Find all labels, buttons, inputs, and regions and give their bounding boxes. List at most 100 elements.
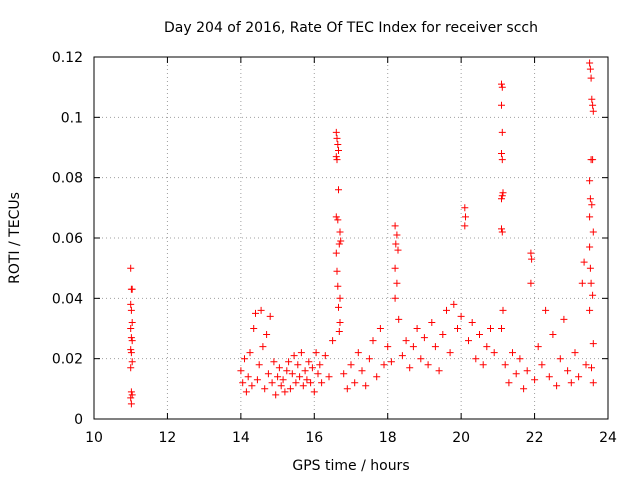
data-point [435,367,443,375]
data-point [308,364,316,372]
data-point [393,231,401,239]
data-point [241,355,248,363]
data-point [428,319,436,326]
data-point [420,334,428,342]
data-point [312,349,320,357]
data-point [127,300,135,308]
data-point [237,367,245,375]
data-point [531,376,539,384]
data-point [534,343,542,351]
data-point [261,385,269,393]
data-point [588,95,596,103]
data-point [586,213,594,221]
data-point [406,364,414,372]
data-point [472,355,480,363]
data-point [336,319,344,326]
data-point [479,361,487,369]
data-point [335,147,342,154]
data-point [409,343,417,351]
data-point [259,343,267,351]
data-point [586,59,594,67]
data-point [248,382,256,390]
data-point [498,325,505,332]
data-point [446,349,454,357]
data-point [365,355,373,363]
data-point [242,388,250,396]
data-point [290,352,298,360]
data-point [498,128,506,136]
data-point [268,379,276,387]
data-point [461,222,469,230]
tick-labels: 10 12 14 16 18 20 22 24 0 0.02 0.04 0.06 0.08 0.1 0.12 [52,50,617,446]
data-point [266,312,274,320]
data-point [335,303,342,311]
data-point [564,367,572,375]
data-point [310,388,318,396]
data-point [255,361,263,369]
data-point [336,228,344,236]
data-point [589,156,597,164]
data-point [450,300,458,308]
data-point [498,228,506,236]
data-points [127,59,597,408]
data-point [582,361,590,369]
data-point [286,385,294,393]
data-point [333,134,341,142]
x-tick-label: 10 [85,430,103,446]
data-point [402,337,410,345]
data-point [498,101,505,109]
data-point [560,315,568,323]
data-point [586,65,594,73]
data-point [292,379,300,387]
data-point [586,243,594,251]
data-point [553,382,561,390]
data-point [244,373,252,381]
data-point [288,370,296,378]
data-point [542,306,550,314]
data-point [127,349,135,357]
data-point [307,379,315,387]
data-point [498,156,506,164]
data-point [520,385,528,393]
data-point [301,367,309,375]
data-point [335,186,342,194]
data-point [589,291,597,299]
data-point [512,370,520,378]
data-point [332,153,340,161]
data-point [587,74,595,82]
data-point [299,382,307,390]
data-point [281,388,289,396]
data-point [465,337,472,345]
data-point [393,279,401,287]
x-tick-label: 12 [159,430,177,446]
axis-ticks [93,56,609,420]
data-point [285,358,293,366]
data-point [527,279,535,287]
data-point [387,358,395,366]
y-tick-label: 0.1 [61,110,83,126]
data-point [490,349,498,357]
data-point [380,361,388,369]
data-point [332,213,340,221]
data-point [239,379,247,387]
data-point [279,376,287,384]
y-tick-label: 0.08 [52,171,83,187]
data-point [277,382,285,390]
data-point [545,373,553,381]
data-point [395,315,403,323]
data-point [332,249,340,257]
data-point [391,294,399,302]
data-point [270,358,278,366]
data-point [314,370,322,378]
data-point [358,367,366,375]
data-point [127,388,135,396]
data-point [318,379,326,387]
data-point [333,267,341,275]
data-point [498,192,506,200]
data-point [303,376,311,384]
data-point [354,349,362,357]
x-tick-label: 20 [452,430,470,446]
data-point [523,367,531,375]
data-point [283,367,291,375]
